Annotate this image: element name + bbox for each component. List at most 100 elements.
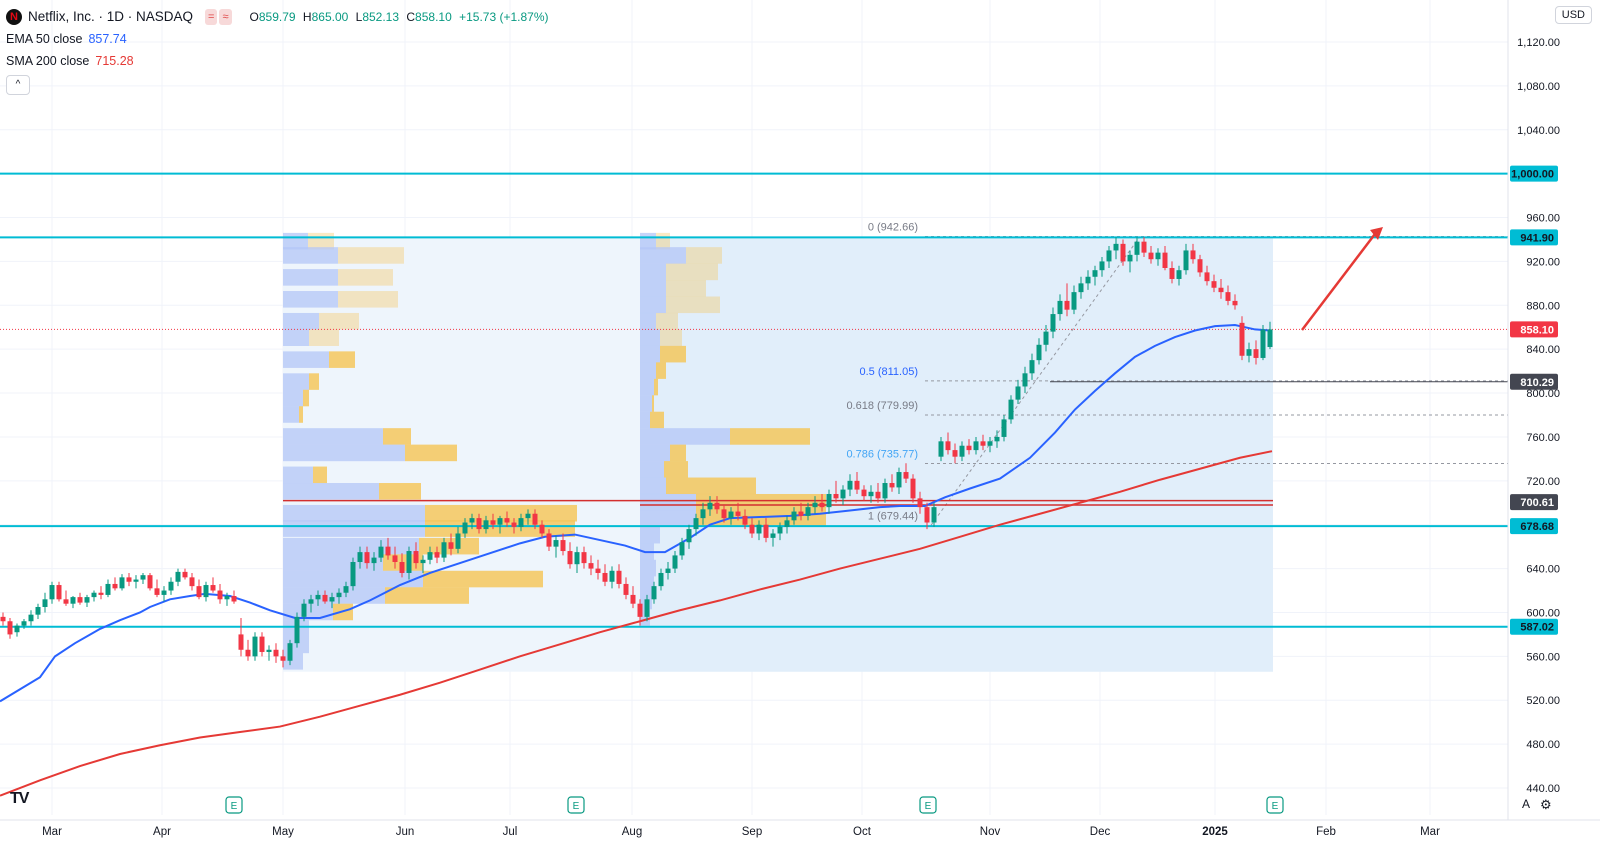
y-tick-label: 720.00 <box>1526 476 1560 488</box>
candle-body <box>161 590 167 595</box>
candle-body <box>630 594 636 604</box>
candle-body <box>301 603 307 617</box>
candle-body <box>483 520 489 530</box>
candle-body <box>931 507 937 523</box>
candle-body <box>798 511 804 516</box>
y-tick-label: 560.00 <box>1526 651 1560 663</box>
candle-body <box>91 592 97 598</box>
volume-bar-up <box>640 362 656 379</box>
x-tick-label: Apr <box>153 826 171 838</box>
candle-body <box>385 546 391 556</box>
candle-body <box>658 572 664 587</box>
volume-bar-up <box>283 269 338 286</box>
candle-body <box>1085 276 1091 284</box>
candle-body <box>196 586 202 598</box>
candle-body <box>1176 270 1182 279</box>
candle-body <box>322 594 328 602</box>
candle-body <box>413 551 419 564</box>
sma-label: SMA 200 close <box>6 54 90 68</box>
candle-body <box>665 568 671 573</box>
sma-row[interactable]: SMA 200 close 715.28 <box>6 50 553 72</box>
fib-label: 0.786 (735.77) <box>846 449 918 461</box>
y-tick-label: 920.00 <box>1526 256 1560 268</box>
price-label-box <box>1510 373 1558 390</box>
volume-bar-down <box>338 291 398 308</box>
symbol-title[interactable]: Netflix, Inc. · 1D · NASDAQ <box>28 9 194 24</box>
y-tick-label: 1,120.00 <box>1517 37 1560 49</box>
candle-body <box>574 552 580 565</box>
x-tick-label: Aug <box>622 826 642 838</box>
price-label-box <box>1510 494 1558 511</box>
collapse-legend-button[interactable]: ^ <box>6 75 30 95</box>
candle-body <box>434 552 440 558</box>
candle-body <box>1260 329 1266 358</box>
volume-bar-up <box>283 291 338 308</box>
candle-body <box>1064 300 1070 310</box>
x-tick-label: 2025 <box>1202 826 1228 838</box>
candle-body <box>980 441 986 446</box>
candle-body <box>819 502 825 508</box>
candle-body <box>721 509 727 519</box>
equals-icon[interactable]: = <box>205 9 218 25</box>
fib-label: 1 (679.44) <box>868 510 918 522</box>
ohlc-values: O859.79 H865.00 L852.13 C858.10 +15.73 (… <box>250 6 553 28</box>
x-tick-label: Nov <box>980 826 1001 838</box>
gear-icon[interactable]: ⚙ <box>1540 797 1552 812</box>
ema-row[interactable]: EMA 50 close 857.74 <box>6 28 553 50</box>
candle-body <box>1197 259 1203 273</box>
wave-icon[interactable]: ≈ <box>219 9 232 25</box>
candle-body <box>119 577 125 589</box>
x-tick-label: Sep <box>742 826 762 838</box>
volume-bar-down <box>308 232 334 250</box>
volume-bar-up <box>640 477 666 495</box>
volume-bar-down <box>696 493 826 511</box>
candle-body <box>1015 386 1021 400</box>
candle-body <box>1141 241 1147 253</box>
candle-body <box>553 540 559 547</box>
candle-body <box>637 603 643 617</box>
ema-50-line <box>0 324 1271 703</box>
candle-body <box>252 636 258 657</box>
volume-bar-up <box>283 232 308 250</box>
candle-body <box>1148 252 1154 260</box>
tradingview-logo-icon[interactable]: TV <box>10 790 29 807</box>
volume-bar-up <box>640 411 650 429</box>
volume-bar-down <box>309 329 339 346</box>
volume-bar-up <box>640 576 654 593</box>
candle-body <box>1134 241 1140 255</box>
volume-bar-up <box>640 510 696 527</box>
candle-body <box>1190 250 1196 260</box>
volume-bar-up <box>640 493 696 511</box>
volume-bar-up <box>640 395 652 412</box>
y-tick-label: 880.00 <box>1526 300 1560 312</box>
candle-body <box>1113 243 1119 251</box>
candle-body <box>105 583 111 595</box>
candle-body <box>560 540 566 552</box>
volume-bar-down <box>664 461 688 478</box>
y-tick-label: 960.00 <box>1526 213 1560 225</box>
volume-bar-down <box>303 389 309 407</box>
candle-body <box>427 552 433 560</box>
candle-body <box>1099 261 1105 271</box>
price-label: 587.02 <box>1520 622 1554 634</box>
candle-body <box>742 515 748 525</box>
auto-scale-button[interactable]: A <box>1522 797 1531 811</box>
candle-body <box>210 585 216 591</box>
candle-body <box>966 445 972 451</box>
low-value: 852.13 <box>362 10 400 24</box>
volume-bar-up <box>283 389 303 407</box>
close-label: C <box>406 10 416 24</box>
candle-body <box>448 542 454 549</box>
y-tick-label: 1,080.00 <box>1517 81 1560 93</box>
candle-body <box>238 634 244 650</box>
y-tick-label: 760.00 <box>1526 432 1560 444</box>
candle-body <box>539 524 545 534</box>
candle-body <box>770 533 776 538</box>
currency-selector[interactable]: USD <box>1554 6 1592 24</box>
candle-body <box>644 599 650 617</box>
candle-body <box>462 522 468 534</box>
volume-bar-down <box>383 428 411 445</box>
volume-bar-up <box>283 373 309 390</box>
candle-body <box>315 594 321 600</box>
